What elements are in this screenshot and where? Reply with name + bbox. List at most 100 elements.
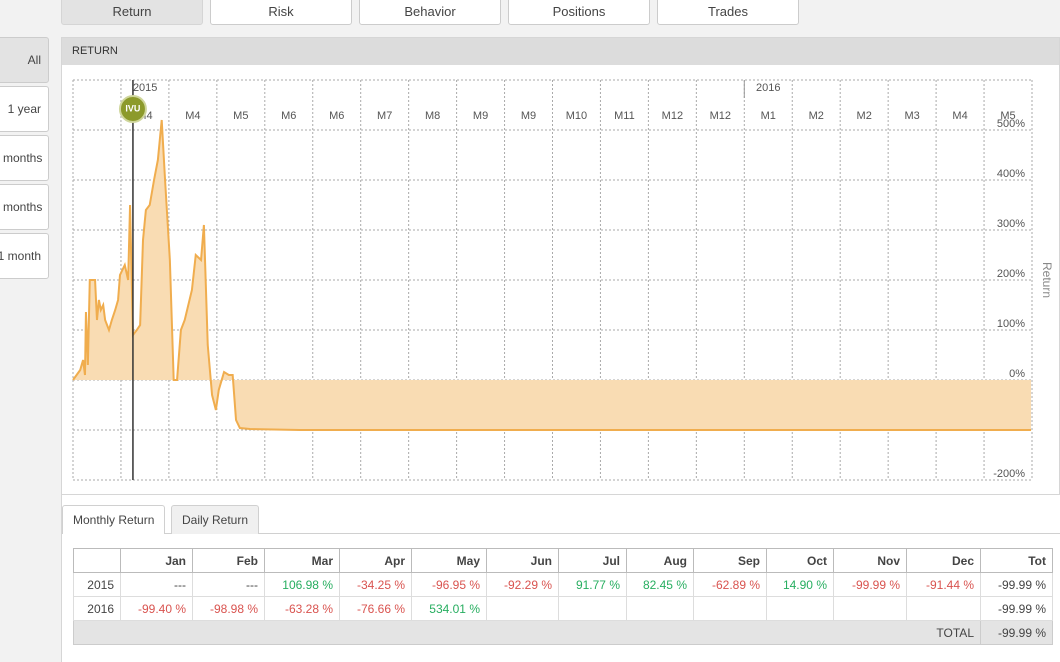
y-tick-label: 100%	[997, 318, 1025, 330]
y-tick-label: 200%	[997, 268, 1025, 280]
bottom-tab[interactable]: Daily Return	[171, 505, 260, 534]
period-button[interactable]: All	[0, 37, 49, 83]
year-cell: 2015	[73, 572, 121, 597]
value-cell: 91.77 %	[558, 572, 627, 597]
x-tick-label: M5	[1000, 110, 1015, 122]
period-button[interactable]: 1 year	[0, 86, 49, 132]
column-header: Feb	[192, 548, 265, 573]
x-tick-label: M6	[329, 110, 344, 122]
period-button[interactable]: 6 months	[0, 135, 49, 181]
period-button[interactable]: 3 months	[0, 184, 49, 230]
value-cell: -62.89 %	[693, 572, 767, 597]
panel-title: RETURN	[62, 38, 1059, 65]
return-line	[72, 119, 1032, 432]
chart: 500%400%300%200%100%0%-100%-200%M4M4M5M6…	[72, 79, 1054, 481]
column-header: Apr	[339, 548, 412, 573]
y-tick-label: 0%	[1009, 368, 1025, 380]
tab-label: Risk	[268, 4, 294, 19]
tab[interactable]: Positions	[508, 0, 650, 25]
value-cell: -99.99 %	[833, 572, 907, 597]
tab-label: Return	[112, 4, 152, 19]
value-cell	[766, 596, 834, 621]
column-header: Mar	[264, 548, 340, 573]
x-tick-label: M6	[281, 110, 296, 122]
axis-title: Return	[1040, 262, 1054, 298]
x-tick-label: M10	[566, 110, 587, 122]
x-tick-label: M4	[185, 110, 200, 122]
year-cell: 2016	[73, 596, 121, 621]
x-tick-label: M8	[425, 110, 440, 122]
tab[interactable]: Trades	[657, 0, 799, 25]
x-tick-label: M9	[473, 110, 488, 122]
column-header: Dec	[906, 548, 981, 573]
value-cell: -34.25 %	[339, 572, 412, 597]
area-fill	[73, 120, 1032, 430]
column-header: Oct	[766, 548, 834, 573]
total-label: TOTAL	[73, 620, 981, 645]
value-cell: 534.01 %	[411, 596, 487, 621]
returns-table-panel: Jan Feb Mar Apr May Jun Jul Aug Sep Oct Nov Dec Tot 2…	[61, 495, 1060, 662]
year-label: 2016	[756, 82, 780, 94]
column-header: Jan	[120, 548, 193, 573]
x-tick-label: M2	[857, 110, 872, 122]
value-cell: 14.90 %	[766, 572, 834, 597]
column-header: Jun	[486, 548, 559, 573]
x-tick-label: M3	[904, 110, 919, 122]
value-cell: 82.45 %	[626, 572, 694, 597]
value-cell: -76.66 %	[339, 596, 412, 621]
value-cell: -63.28 %	[264, 596, 340, 621]
value-cell: -91.44 %	[906, 572, 981, 597]
x-tick-label: M9	[521, 110, 536, 122]
column-header: Nov	[833, 548, 907, 573]
value-cell: ---	[120, 572, 193, 597]
column-header: Jul	[558, 548, 627, 573]
marker-label: IVU	[125, 103, 140, 113]
header-row: Jan Feb Mar Apr May Jun Jul Aug Sep Oct Nov Dec Tot	[73, 548, 1053, 573]
total-row: TOTAL -99.99 %	[73, 620, 1053, 645]
table-row: 2015 --- --- 106.98 % -34.25 % -96.95 % -92.29…	[73, 572, 1053, 597]
corner-cell	[73, 548, 121, 573]
tab-line	[62, 533, 1060, 534]
value-cell	[693, 596, 767, 621]
tab-label: Positions	[552, 4, 606, 19]
value-cell: -96.95 %	[411, 572, 487, 597]
column-header: May	[411, 548, 487, 573]
table-row: 2016 -99.40 % -98.98 % -63.28 % -76.66 % 534.…	[73, 596, 1053, 621]
x-tick-label: M5	[233, 110, 248, 122]
value-cell: -92.29 %	[486, 572, 559, 597]
y-tick-label: -200%	[993, 468, 1025, 480]
column-header: Tot	[980, 548, 1053, 573]
value-cell: 106.98 %	[264, 572, 340, 597]
y-tick-label: 400%	[997, 168, 1025, 180]
x-tick-label: M4	[952, 110, 967, 122]
value-cell	[906, 596, 981, 621]
column-header: Aug	[626, 548, 694, 573]
tab[interactable]: Risk	[210, 0, 352, 25]
value-cell: -99.99 %	[980, 572, 1053, 597]
value-cell	[626, 596, 694, 621]
return-panel: RETURN 500%400%300%200%100%0%-100%-200%M…	[61, 37, 1060, 495]
marker	[118, 95, 147, 123]
x-tick-label: M12	[662, 110, 683, 122]
x-tick-label: M2	[809, 110, 824, 122]
value-cell: -99.99 %	[980, 596, 1053, 621]
value-cell: ---	[192, 572, 265, 597]
x-tick-label: M11	[614, 110, 635, 122]
total-value: -99.99 %	[980, 620, 1053, 645]
tab-label: Behavior	[404, 4, 456, 19]
x-tick-label: M1	[761, 110, 776, 122]
value-cell	[486, 596, 559, 621]
returns-table: Jan Feb Mar Apr May Jun Jul Aug Sep Oct Nov Dec Tot 2…	[73, 548, 1053, 645]
value-cell: -98.98 %	[192, 596, 265, 621]
y-tick-label: 500%	[997, 118, 1025, 130]
year-label: 2015	[133, 82, 157, 94]
tab[interactable]: Behavior	[359, 0, 501, 25]
period-button[interactable]: 1 month	[0, 233, 49, 279]
value-cell: -99.40 %	[120, 596, 193, 621]
tab[interactable]: Return	[61, 0, 203, 25]
value-cell	[558, 596, 627, 621]
value-cell	[833, 596, 907, 621]
x-tick-label: M12	[710, 110, 731, 122]
bottom-tab[interactable]: Monthly Return	[62, 505, 166, 534]
